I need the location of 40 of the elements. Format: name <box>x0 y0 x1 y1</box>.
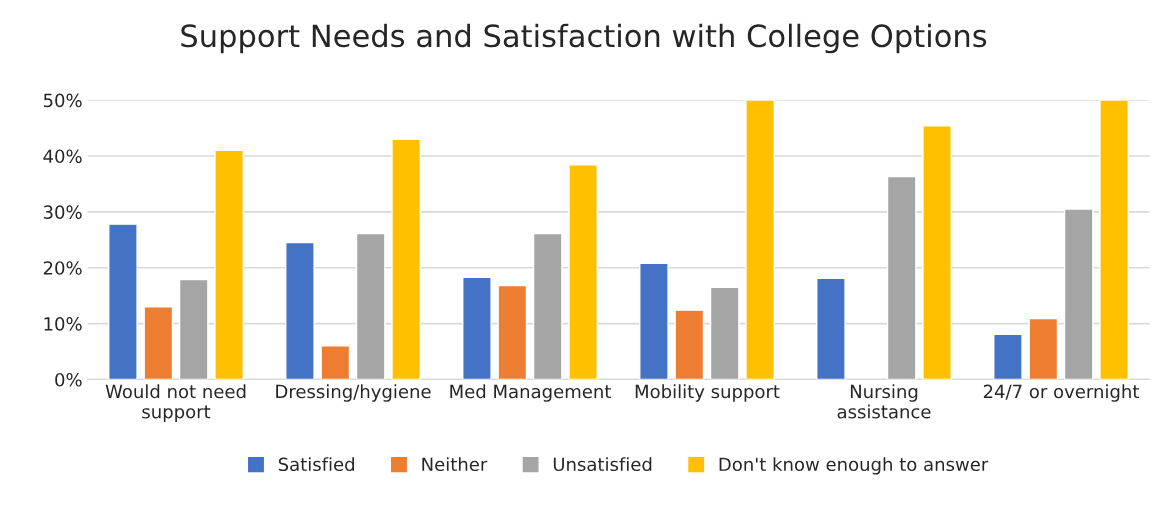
bar <box>462 276 492 380</box>
y-tick-label: 0% <box>55 372 82 387</box>
legend-label: Satisfied <box>278 457 354 472</box>
bar <box>1028 317 1059 380</box>
y-tick-label: 30% <box>43 205 82 219</box>
bar <box>922 125 952 380</box>
bar <box>568 164 598 380</box>
bar <box>886 175 917 380</box>
bar <box>214 149 244 380</box>
y-tick-label: 10% <box>44 317 82 331</box>
x-tick-label: Mobility support <box>635 384 780 402</box>
y-tick-label: 50% <box>43 93 82 108</box>
bar <box>745 100 775 380</box>
bar <box>1063 208 1094 380</box>
x-tick-label: 24/7 or overnight <box>983 384 1140 402</box>
bar <box>355 232 386 380</box>
bar <box>993 333 1023 380</box>
bar <box>497 284 528 380</box>
y-tick-label: 40% <box>43 149 82 164</box>
bar <box>285 241 315 380</box>
chart-title: Support Needs and Satisfaction with College Options <box>181 23 987 54</box>
bar <box>816 277 846 380</box>
bar <box>391 138 421 380</box>
bar <box>709 286 740 380</box>
bar <box>639 262 669 380</box>
legend-label: Don't know enough to answer <box>719 457 989 475</box>
bar <box>108 223 138 380</box>
legend-label: Neither <box>422 457 488 472</box>
x-tick-label: Med Management <box>450 384 611 402</box>
bar <box>1099 100 1129 380</box>
x-tick-label: Dressing/hygiene <box>276 384 431 402</box>
bar <box>674 309 705 380</box>
bar <box>178 278 209 380</box>
x-tick-label: Would not need support <box>105 384 246 422</box>
legend-label: Unsatisfied <box>553 457 652 472</box>
x-tick-label: Nursing assistance <box>837 384 931 419</box>
bar <box>320 345 351 380</box>
bar <box>532 232 563 380</box>
bar <box>143 306 174 380</box>
y-tick-label: 20% <box>43 261 82 275</box>
